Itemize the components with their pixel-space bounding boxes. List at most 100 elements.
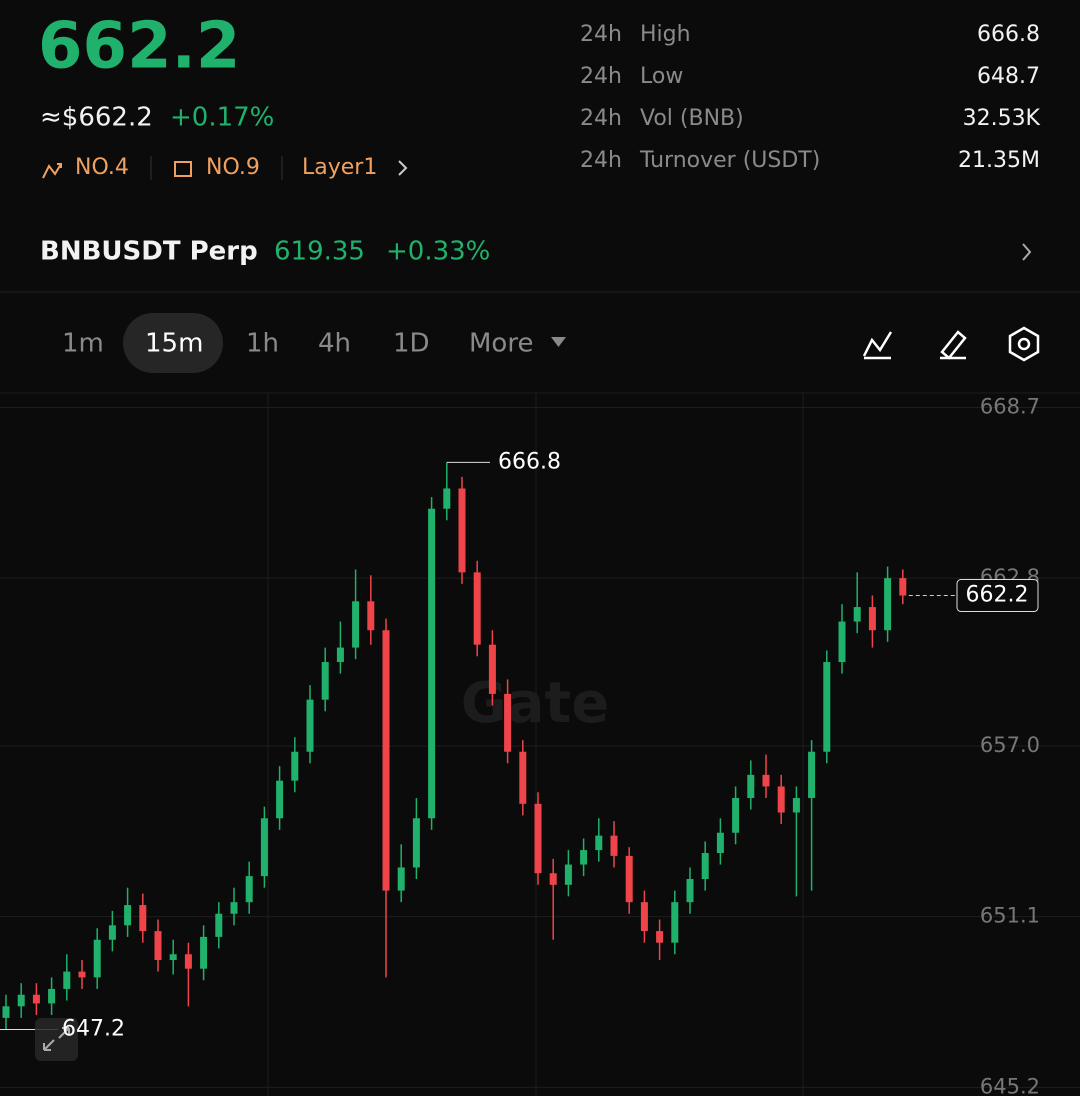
- candle-body: [93, 939, 101, 978]
- candle-body: [458, 488, 466, 573]
- candle-body: [17, 994, 25, 1007]
- candle-body: [504, 693, 512, 752]
- stat-period: 24h: [580, 148, 622, 173]
- candle-body: [747, 774, 755, 799]
- perp-change: +0.33%: [386, 237, 490, 267]
- candle-body: [230, 902, 238, 914]
- candle-body: [260, 818, 268, 877]
- candle-body: [63, 971, 71, 989]
- candle-body: [215, 913, 223, 937]
- usd-price: ≈$662.2: [40, 103, 153, 133]
- indicator-icon[interactable]: [862, 331, 893, 360]
- candle-body: [2, 1006, 10, 1018]
- expand-icon: [43, 1027, 70, 1051]
- change: +0.17%: [170, 103, 274, 133]
- candle-body: [610, 835, 618, 856]
- candle-body: [428, 508, 436, 819]
- candle-body: [352, 601, 360, 648]
- candle-body: [580, 850, 588, 865]
- y-tick-label: 668.7: [980, 394, 1040, 418]
- candle-body: [382, 630, 390, 891]
- candle-body: [169, 954, 177, 961]
- candle-body: [716, 832, 724, 853]
- candle-body: [291, 751, 299, 781]
- draw-icon[interactable]: [940, 330, 967, 360]
- candle-body: [412, 818, 420, 868]
- candle-body: [732, 798, 740, 833]
- candle-body: [108, 925, 116, 940]
- tab[interactable]: 1D: [393, 329, 430, 359]
- candle-body: [792, 798, 800, 813]
- y-tick-label: 657.0: [980, 733, 1040, 757]
- y-tick-label: 645.2: [980, 1074, 1040, 1096]
- candle-body: [701, 852, 709, 880]
- candle-body: [686, 879, 694, 903]
- stat-label: Turnover (USDT): [639, 148, 820, 173]
- candle-body: [640, 902, 648, 932]
- chevron[interactable]: [398, 160, 408, 176]
- candle-body: [595, 835, 603, 851]
- tag[interactable]: NO.9: [206, 155, 260, 180]
- candle-body: [124, 905, 132, 926]
- candle-body: [154, 931, 162, 961]
- candle-body: [306, 699, 314, 752]
- candle-body: [656, 931, 664, 943]
- settings-icon[interactable]: [1008, 326, 1040, 362]
- tab-active-bg: [123, 313, 223, 373]
- candle-body: [276, 780, 284, 819]
- candle-body: [397, 867, 405, 891]
- candle-body: [519, 751, 527, 804]
- tag-icon: [174, 161, 192, 177]
- candle-body: [564, 864, 572, 885]
- tab[interactable]: 4h: [318, 329, 351, 359]
- candle-body: [184, 954, 192, 969]
- candle-body: [336, 647, 344, 663]
- candle-body: [139, 905, 147, 932]
- candle-body: [443, 488, 451, 509]
- stat-period: 24h: [580, 64, 622, 89]
- last-price-box: [956, 579, 1039, 613]
- candle-body: [838, 621, 846, 663]
- candle-body: [473, 572, 481, 645]
- stat-value: 21.35M: [958, 148, 1040, 173]
- stat-value: 32.53K: [963, 106, 1041, 131]
- stat-value: 666.8: [977, 22, 1040, 47]
- candle-body: [321, 662, 329, 700]
- candle-body: [823, 662, 831, 752]
- candle-body: [777, 786, 785, 813]
- candle-body: [200, 936, 208, 969]
- tab[interactable]: More: [469, 329, 533, 359]
- watermark: Gate: [461, 671, 610, 736]
- candle-body: [549, 873, 557, 885]
- stat-value: 648.7: [977, 64, 1040, 89]
- candle-body: [48, 988, 56, 1004]
- stat-label: Vol (BNB): [640, 106, 744, 131]
- stat-label: Low: [640, 64, 683, 89]
- chevron[interactable]: [1022, 243, 1032, 261]
- candle-body: [625, 855, 633, 903]
- candle-body: [671, 902, 679, 943]
- stats: 24h High 666.8 24h Low 648.7 24h Vol (BNB) 32.53…: [580, 22, 1041, 173]
- candle-body: [367, 601, 375, 631]
- tab[interactable]: 1m: [62, 329, 104, 359]
- tag[interactable]: Layer1: [302, 155, 377, 180]
- candle-body: [868, 607, 876, 631]
- tab[interactable]: 1h: [246, 329, 279, 359]
- stat-period: 24h: [580, 22, 622, 47]
- candle-body: [853, 607, 861, 622]
- max-label: 666.8: [498, 449, 561, 474]
- perp-price: 619.35: [274, 237, 365, 267]
- rank-icon: [42, 163, 62, 179]
- tabs: 1m 15m 1h 4h 1D More: [62, 313, 566, 373]
- candle-body: [534, 803, 542, 874]
- candle-body: [762, 774, 770, 787]
- stat-label: High: [640, 22, 691, 47]
- candle-body: [245, 876, 253, 903]
- perp-name[interactable]: BNBUSDT Perp: [40, 237, 258, 267]
- tab[interactable]: 15m: [145, 329, 203, 359]
- tag[interactable]: NO.4: [75, 155, 129, 180]
- settings-icon: [1017, 337, 1031, 351]
